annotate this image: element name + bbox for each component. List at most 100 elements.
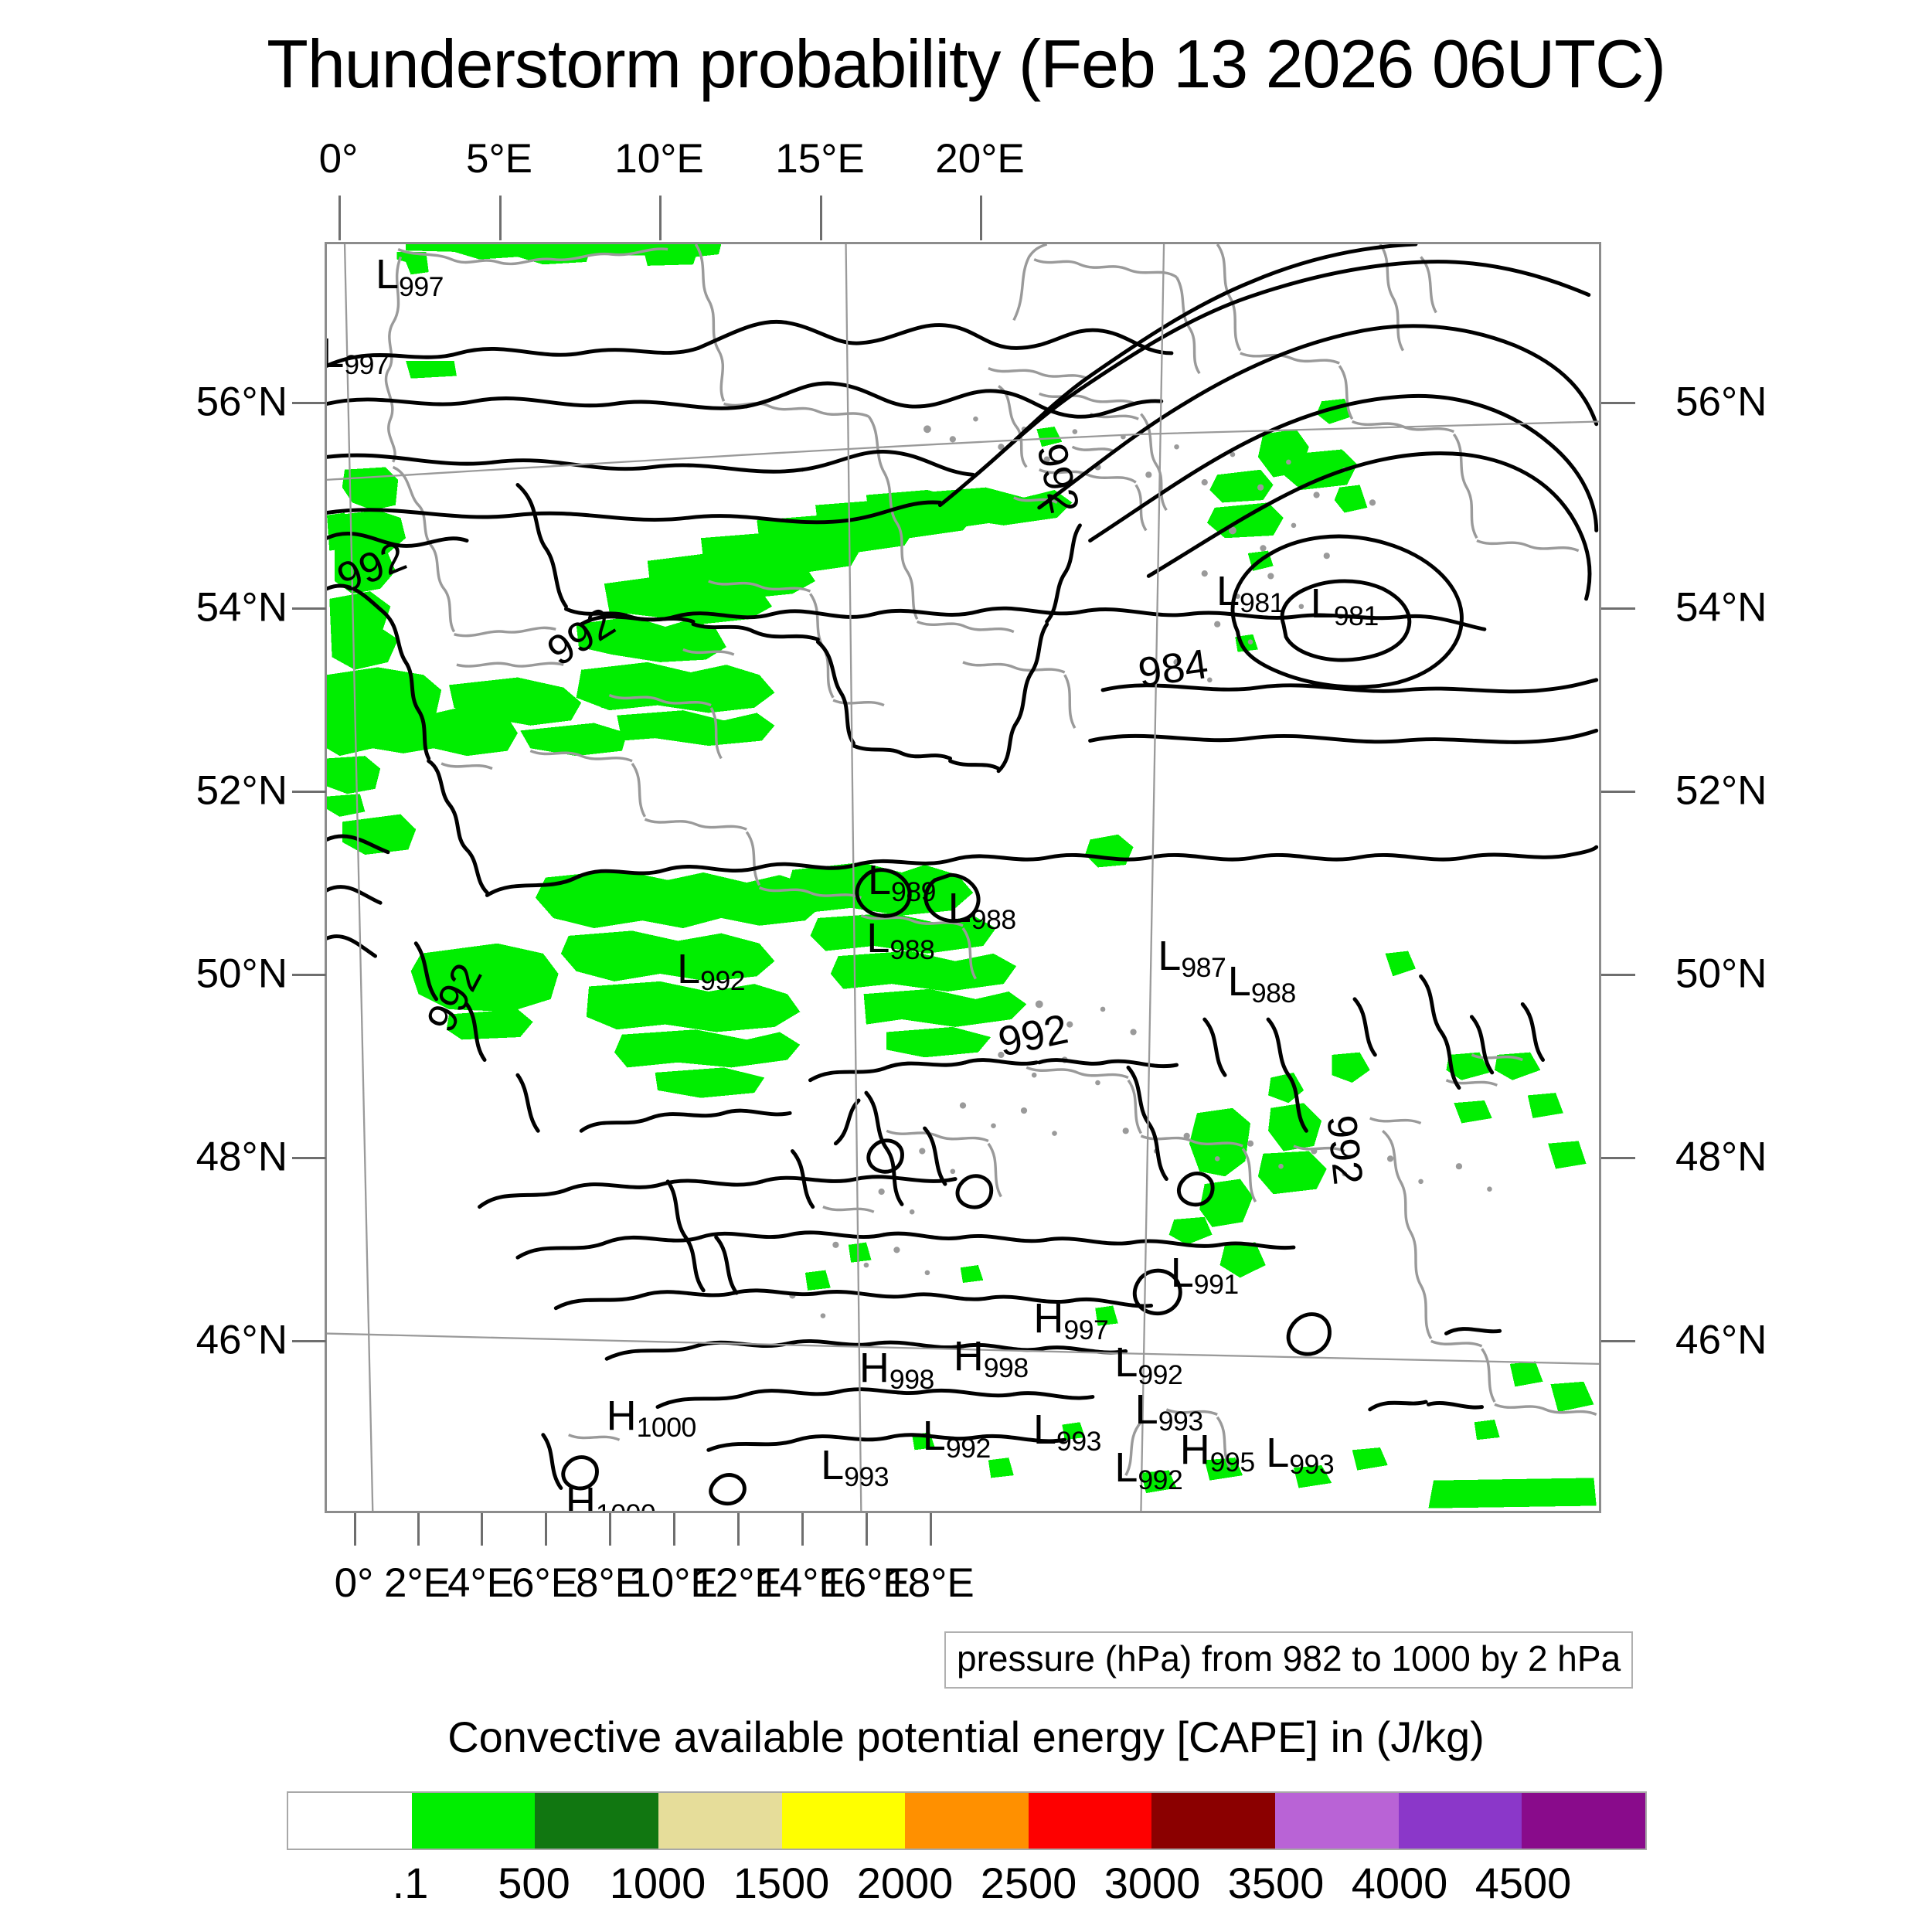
pressure-center-h-16: H1000 (606, 1393, 697, 1444)
axis-tick-top-3: 15°E (775, 136, 865, 182)
axis-tick-right-2: 52°N (1675, 767, 1767, 814)
colorbar-segment-7[interactable] (1151, 1793, 1276, 1849)
tickmark-top-3 (820, 196, 822, 240)
axis-tick-right-1: 54°N (1675, 584, 1767, 631)
pressure-center-l-2: L981 (1216, 568, 1284, 619)
pressure-center-l-21: L992 (1114, 1444, 1183, 1495)
axis-tick-left-2: 52°N (196, 767, 287, 814)
colorbar-label-6: 3000 (1104, 1859, 1201, 1907)
colorbar-title: Convective available potential energy [C… (447, 1713, 1485, 1761)
axis-tick-right-4: 48°N (1675, 1134, 1767, 1180)
axis-tick-bottom-6: 12°E (692, 1560, 782, 1606)
tickmark-right-3 (1601, 974, 1635, 976)
axis-tick-bottom-7: 14°E (757, 1560, 846, 1606)
pressure-center-l-10: L991 (1170, 1249, 1239, 1301)
tickmark-top-0 (338, 196, 341, 240)
axis-tick-left-4: 48°N (196, 1134, 287, 1180)
cape-shading-layer (327, 244, 1597, 1509)
axis-tick-bottom-1: 2°E (383, 1560, 451, 1606)
tickmark-bottom-8 (866, 1513, 868, 1546)
pressure-center-l-4: L989 (867, 856, 936, 908)
pressure-center-h-13: H998 (859, 1344, 934, 1396)
map-graticule (327, 244, 1599, 1511)
axis-tick-left-1: 54°N (196, 584, 287, 631)
pressure-caption-box: pressure (hPa) from 982 to 1000 by 2 hPa (944, 1631, 1634, 1689)
tickmark-left-0 (292, 402, 326, 404)
pressure-center-l-14: L992 (1114, 1339, 1183, 1390)
tickmark-bottom-9 (930, 1513, 932, 1546)
tickmark-top-2 (659, 196, 662, 240)
pressure-center-h-23: H1000 (565, 1478, 656, 1513)
colorbar-segment-6[interactable] (1028, 1793, 1152, 1849)
tickmark-top-4 (980, 196, 982, 240)
colorbar-tick-labels: .1 500 1000 1500 2000 2500 3000 3500 4000 4500 (287, 1858, 1647, 1912)
pressure-center-l-15: L993 (1134, 1386, 1203, 1437)
colorbar-label-8: 4000 (1351, 1859, 1448, 1907)
colorbar-segment-4[interactable] (781, 1793, 906, 1849)
map-graphics (327, 244, 1599, 1511)
tickmark-left-1 (292, 607, 326, 610)
pressure-center-l-17: L992 (922, 1413, 991, 1464)
tickmark-bottom-6 (737, 1513, 740, 1546)
pressure-contour-layer (327, 244, 1599, 1506)
colorbar-segment-1[interactable] (411, 1793, 536, 1849)
isobar-label: 984 (1134, 641, 1211, 697)
tickmark-top-1 (499, 196, 502, 240)
tickmark-right-2 (1601, 791, 1635, 793)
axis-tick-top-1: 5°E (465, 136, 533, 182)
axis-tick-bottom-8: 16°E (821, 1560, 910, 1606)
tickmark-right-1 (1601, 607, 1635, 610)
colorbar-segment-0[interactable] (288, 1793, 412, 1849)
axis-tick-bottom-9: 18°E (885, 1560, 975, 1606)
pressure-center-l-1: L997 (327, 332, 389, 381)
axis-tick-right-3: 50°N (1675, 951, 1767, 997)
pressure-center-l-8: L987 (1158, 933, 1226, 984)
isobar-label: 992 (1318, 1112, 1372, 1187)
axis-tick-bottom-0: 0° (334, 1560, 374, 1606)
colorbar-segment-8[interactable] (1275, 1793, 1399, 1849)
colorbar-segment-5[interactable] (905, 1793, 1029, 1849)
pressure-center-l-6: L988 (866, 915, 935, 966)
tickmark-right-4 (1601, 1157, 1635, 1159)
pressure-center-h-24: H995 (836, 1505, 911, 1511)
axis-tick-right-5: 46°N (1675, 1317, 1767, 1363)
colorbar-segment-9[interactable] (1398, 1793, 1522, 1849)
map-plot-area[interactable]: 992 992 992 984 992 992 992 L997L997L981… (325, 242, 1601, 1513)
axis-tick-bottom-5: 10°E (628, 1560, 718, 1606)
pressure-center-l-5: L988 (947, 884, 1016, 936)
pressure-center-h-19: H995 (1179, 1427, 1255, 1478)
colorbar-segment-3[interactable] (658, 1793, 782, 1849)
pressure-center-l-18: L993 (1032, 1406, 1101, 1458)
tickmark-right-0 (1601, 402, 1635, 404)
axis-tick-bottom-2: 4°E (447, 1560, 515, 1606)
axis-tick-bottom-3: 6°E (511, 1560, 579, 1606)
colorbar-label-0: .1 (392, 1859, 429, 1907)
pressure-caption-text: pressure (hPa) from 982 to 1000 by 2 hPa (957, 1638, 1621, 1679)
pressure-center-l-3: L981 (1310, 580, 1379, 631)
tickmark-bottom-5 (673, 1513, 675, 1546)
colorbar-label-9: 4500 (1475, 1859, 1572, 1907)
tickmark-right-5 (1601, 1340, 1635, 1342)
colorbar[interactable] (287, 1791, 1647, 1850)
colorbar-label-2: 1000 (609, 1859, 706, 1907)
pressure-center-l-7: L992 (677, 945, 746, 996)
axis-tick-left-3: 50°N (196, 951, 287, 997)
coastline-layer (384, 244, 1597, 1476)
colorbar-segment-10[interactable] (1522, 1793, 1646, 1849)
colorbar-label-7: 3500 (1227, 1859, 1325, 1907)
colorbar-segment-2[interactable] (535, 1793, 658, 1849)
coastline-specks (789, 416, 1492, 1318)
axis-tick-left-0: 56°N (196, 379, 287, 425)
tickmark-left-2 (292, 791, 326, 793)
colorbar-label-1: 500 (498, 1859, 570, 1907)
colorbar-label-5: 2500 (980, 1859, 1077, 1907)
tickmark-bottom-3 (545, 1513, 547, 1546)
tickmark-bottom-4 (609, 1513, 611, 1546)
pressure-center-h-11: H997 (1033, 1294, 1109, 1346)
pressure-center-l-22: L993 (821, 1441, 889, 1493)
pressure-center-l-0: L997 (375, 251, 444, 302)
axis-tick-top-2: 10°E (614, 136, 704, 182)
tickmark-bottom-7 (801, 1513, 804, 1546)
axis-tick-right-0: 56°N (1675, 379, 1767, 425)
